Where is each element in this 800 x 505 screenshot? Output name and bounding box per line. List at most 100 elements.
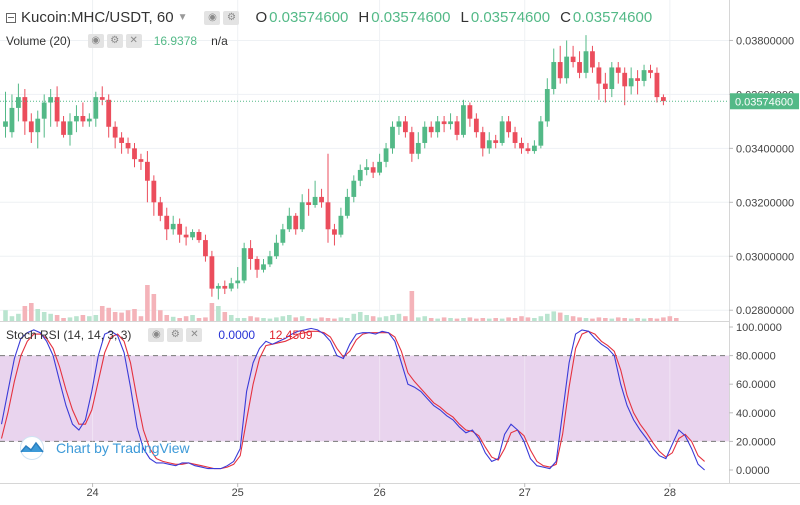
gear-icon[interactable]: ⚙ <box>223 10 240 25</box>
rsi-tick-label: 100.0000 <box>736 322 782 334</box>
volume-bar <box>486 318 492 321</box>
volume-bar <box>3 310 8 321</box>
volume-bar <box>519 316 524 321</box>
candle-body <box>332 229 337 235</box>
candle-body <box>583 51 589 73</box>
candle-body <box>319 196 324 203</box>
collapse-icon[interactable] <box>6 12 16 23</box>
stoch-rsi-k-line <box>0 327 705 471</box>
volume-bar <box>506 317 511 321</box>
volume-bar <box>177 318 182 321</box>
volume-bar <box>125 310 131 321</box>
candle-body <box>99 97 105 100</box>
candle-body <box>125 142 131 149</box>
candle-body <box>312 196 318 206</box>
candle-body <box>538 121 544 146</box>
volume-bar <box>61 318 66 321</box>
candle-body <box>138 159 144 162</box>
volume-bar <box>338 317 344 321</box>
candle-body <box>74 115 79 122</box>
visibility-icon[interactable]: ◉ <box>87 34 104 48</box>
candle-body <box>557 62 563 79</box>
candle-body <box>648 70 653 73</box>
volume-bar <box>319 317 324 321</box>
volume-bar <box>654 318 660 321</box>
volume-bar <box>532 318 537 321</box>
volume-bar <box>254 317 260 321</box>
stoch-rsi-label[interactable]: Stoch RSI (14, 14, 3, 3) <box>6 328 132 342</box>
candle-body <box>86 118 92 122</box>
gear-icon[interactable]: ⚙ <box>167 328 184 342</box>
candle-body <box>67 121 73 135</box>
volume-bar <box>448 318 453 321</box>
candle-body <box>602 83 608 90</box>
volume-bar <box>16 313 21 321</box>
volume-bar <box>499 318 505 321</box>
candle-body <box>222 285 228 289</box>
volume-bar <box>267 318 273 321</box>
volume-bars <box>3 285 679 321</box>
volume-bar <box>661 317 666 321</box>
candles <box>3 35 666 300</box>
volume-bar <box>409 291 415 321</box>
candle-body <box>261 264 266 270</box>
candle-body <box>551 62 557 90</box>
rsi-tick-label: 40.0000 <box>736 408 776 420</box>
rsi-tick-label: 20.0000 <box>736 436 776 448</box>
volume-bar <box>41 312 47 321</box>
candle-body <box>609 67 615 90</box>
candle-body <box>615 67 621 73</box>
volume-bar <box>306 318 311 321</box>
visibility-icon[interactable]: ◉ <box>148 328 165 342</box>
candle-body <box>203 240 208 257</box>
stoch-rsi-k-value: 0.0000 <box>218 328 256 342</box>
candle-body <box>190 231 195 238</box>
volume-bar <box>345 318 350 321</box>
volume-bar <box>241 318 247 321</box>
time-tick-label: 27 <box>519 487 531 499</box>
candle-body <box>274 242 279 257</box>
volume-bar <box>216 306 221 321</box>
close-icon[interactable]: ✕ <box>125 34 142 48</box>
visibility-icon[interactable]: ◉ <box>204 10 221 25</box>
watermark-text: Chart by TradingView <box>56 440 190 456</box>
chevron-down-icon[interactable]: ▼ <box>177 12 188 23</box>
candle-body <box>28 121 34 133</box>
volume-bar <box>274 317 279 321</box>
volume-bar <box>261 318 266 321</box>
candle-body <box>248 248 253 259</box>
volume-bar <box>551 311 557 321</box>
candle-body <box>590 51 595 68</box>
stoch-rsi-d-line <box>0 330 705 470</box>
candle-body <box>164 215 170 230</box>
volume-value: 16.9378 <box>153 34 198 48</box>
volume-bar <box>577 317 582 321</box>
volume-bar <box>209 303 215 321</box>
volume-legend-label[interactable]: Volume (20) <box>6 34 71 48</box>
price-scale: 0.02800000 0.03000000 0.03200000 0.03400000… <box>729 0 800 483</box>
volume-bar <box>196 318 202 321</box>
volume-bar <box>325 318 331 321</box>
main-legend: Kucoin:MHC/USDT, 60 ▼ ◉ ⚙ O 0.03574600 H… <box>6 9 652 26</box>
volume-bar <box>370 316 376 321</box>
candle-body <box>9 107 15 133</box>
tradingview-watermark[interactable]: Chart by TradingView <box>14 436 190 460</box>
candle-body <box>3 121 8 127</box>
volume-bar <box>622 318 627 321</box>
price-tick-label: 0.03400000 <box>736 143 794 155</box>
candle-body <box>16 97 21 108</box>
candle-body <box>215 285 221 289</box>
volume-bar <box>596 317 602 321</box>
volume-bar <box>615 317 621 321</box>
volume-bar <box>164 315 170 321</box>
candle-body <box>177 223 183 235</box>
symbol-title[interactable]: Kucoin:MHC/USDT, 60 <box>21 9 174 26</box>
volume-bar <box>170 316 176 321</box>
volume-bar <box>396 313 402 321</box>
close-icon[interactable]: ✕ <box>186 328 203 342</box>
volume-bar <box>512 318 518 321</box>
candle-body <box>383 148 389 162</box>
volume-bar <box>332 318 337 321</box>
gear-icon[interactable]: ⚙ <box>106 34 123 48</box>
